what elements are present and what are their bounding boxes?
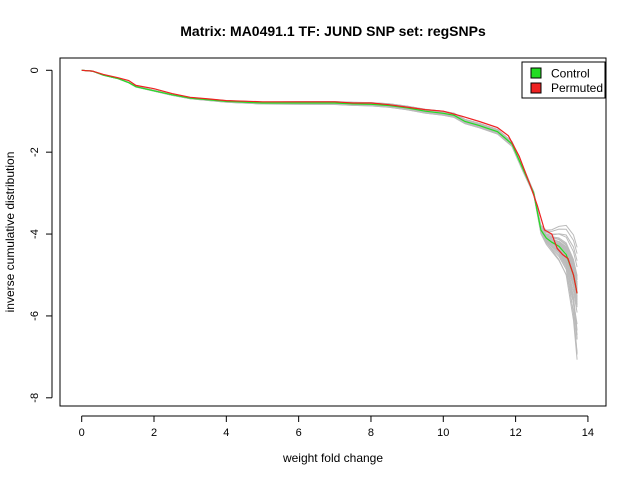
- x-tick-label: 10: [437, 427, 449, 439]
- y-tick-label: 0: [29, 67, 41, 73]
- x-tick-label: 2: [151, 427, 157, 439]
- x-tick-label: 12: [509, 427, 521, 439]
- y-tick-label: -8: [29, 393, 41, 403]
- chart-title: Matrix: MA0491.1 TF: JUND SNP set: regSN…: [180, 23, 486, 39]
- series-line-control: [81, 69, 578, 294]
- legend-swatch-control: [530, 67, 542, 79]
- series-line-permuted: [81, 69, 578, 294]
- legend-swatch-permuted: [530, 82, 542, 94]
- y-axis: 0 -2 -4 -6 -8: [29, 67, 53, 403]
- legend-label-control: Control: [551, 67, 590, 81]
- x-tick-label: 8: [368, 427, 374, 439]
- legend-label-permuted: Permuted: [551, 81, 603, 95]
- x-axis-label: weight fold change: [282, 451, 383, 465]
- y-tick-label: -2: [29, 147, 41, 157]
- y-tick-label: -4: [29, 229, 41, 239]
- y-tick-label: -6: [29, 311, 41, 321]
- x-axis: 0 2 4 6 8 10 12 14: [79, 415, 594, 439]
- x-tick-label: 14: [582, 427, 594, 439]
- x-tick-label: 0: [79, 427, 85, 439]
- plot-frame: [59, 57, 607, 407]
- series-lines: [81, 69, 578, 294]
- legend: Control Permuted: [521, 61, 606, 99]
- x-tick-label: 4: [223, 427, 229, 439]
- x-tick-label: 6: [296, 427, 302, 439]
- y-axis-label: inverse cumulative distribution: [3, 152, 17, 313]
